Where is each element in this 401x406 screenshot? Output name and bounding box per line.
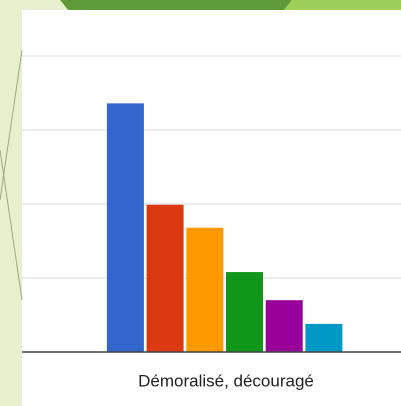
bar [146, 204, 184, 352]
decor-line [0, 49, 23, 201]
top-bar [60, 0, 292, 10]
top-bar-light [284, 0, 401, 10]
bar [305, 323, 343, 352]
bar [226, 272, 263, 352]
bar [186, 227, 224, 352]
x-tick-label: Démoralisé, découragé [138, 371, 314, 390]
bar [265, 300, 303, 352]
side-panel [0, 0, 22, 406]
top-corner [22, 0, 68, 10]
bar [106, 103, 144, 352]
